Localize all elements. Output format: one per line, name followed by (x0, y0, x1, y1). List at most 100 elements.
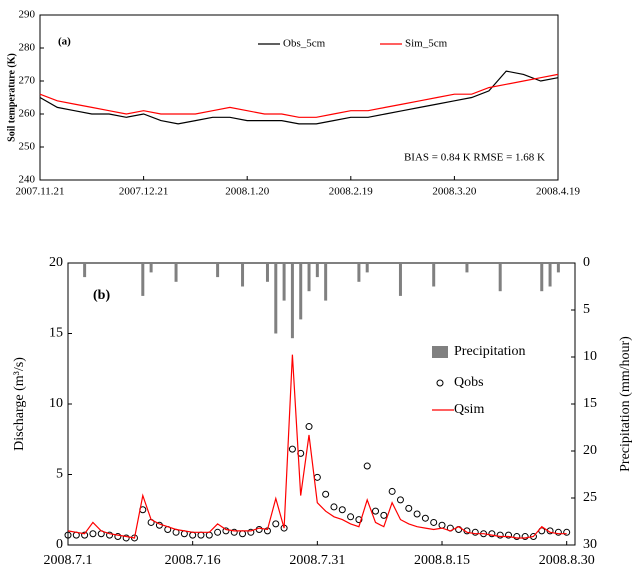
obs-point (197, 531, 205, 539)
y2-tick-label: 30 (583, 537, 597, 552)
precip-bar (141, 263, 145, 296)
obs-point (380, 511, 388, 519)
precip-bar (548, 263, 552, 287)
obs-point (388, 487, 396, 495)
obs-point (421, 514, 429, 522)
precip-bar (83, 263, 87, 278)
obs-point (521, 533, 529, 541)
series-line (39, 73, 559, 118)
annotation: (b) (93, 288, 110, 303)
obs-point (363, 462, 371, 470)
x-tick-label: 2008.7.1 (44, 553, 93, 568)
precip-bar (149, 263, 153, 273)
legend-label: Obs_5cm (283, 38, 326, 50)
legend-label: Sim_5cm (405, 38, 448, 50)
x-tick-label: 2008.2.19 (329, 186, 374, 198)
y2-tick-label: 10 (583, 349, 597, 364)
precip-bar (540, 263, 544, 292)
x-tick-label: 2008.4.19 (536, 186, 581, 198)
obs-point (64, 531, 72, 539)
precip-bar (290, 263, 294, 339)
y-tick-label: 5 (56, 467, 63, 482)
x-tick-label: 2008.7.16 (165, 553, 221, 568)
obs-point (106, 531, 114, 539)
y2-tick-label: 0 (583, 255, 590, 270)
y-tick-label: 240 (19, 174, 36, 186)
precip-bar (216, 263, 220, 278)
y-tick-label: 15 (49, 326, 63, 341)
x-tick-label: 2008.8.15 (414, 553, 470, 568)
obs-point (205, 531, 213, 539)
obs-point (89, 530, 97, 538)
y-axis-label: Discharge (m³/s) (12, 357, 27, 451)
obs-point (405, 504, 413, 512)
y-axis-label: Soil temperature (K) (6, 53, 17, 142)
x-tick-label: 2008.3.20 (432, 186, 477, 198)
legend-label: Qobs (454, 375, 484, 390)
obs-point (247, 528, 255, 536)
legend-swatch (432, 346, 448, 358)
precip-bar (282, 263, 286, 301)
precip-bar (265, 263, 269, 282)
precip-bar (465, 263, 469, 273)
x-tick-label: 2008.1.20 (225, 186, 270, 198)
obs-point (471, 528, 479, 536)
obs-point (338, 506, 346, 514)
obs-point (330, 503, 338, 511)
precip-bar (315, 263, 319, 278)
series-line (39, 70, 559, 125)
y-tick-label: 20 (49, 255, 63, 270)
obs-point (396, 496, 404, 504)
obs-point (222, 527, 230, 535)
x-tick-label: 2007.11.21 (15, 186, 64, 198)
y-tick-label: 0 (56, 537, 63, 552)
x-tick-label: 2008.8.30 (539, 553, 595, 568)
precip-bar (241, 263, 245, 287)
y-tick-label: 290 (19, 9, 36, 21)
y-tick-label: 250 (19, 141, 36, 153)
obs-point (81, 531, 89, 539)
obs-point (288, 445, 296, 453)
obs-point (430, 518, 438, 526)
precip-bar (299, 263, 303, 320)
precip-bar (556, 263, 560, 273)
x-tick-label: 2008.7.31 (289, 553, 345, 568)
precip-bar (498, 263, 502, 292)
y-tick-label: 270 (19, 75, 36, 87)
precip-bar (398, 263, 402, 296)
y2-tick-label: 5 (583, 302, 590, 317)
precip-bar (357, 263, 361, 282)
obs-point (563, 528, 571, 536)
obs-point (214, 528, 222, 536)
precip-bar (307, 263, 311, 292)
series-line (67, 354, 567, 539)
obs-point (505, 531, 513, 539)
obs-point (305, 423, 313, 431)
obs-point (438, 521, 446, 529)
obs-point (413, 510, 421, 518)
obs-point (322, 490, 330, 498)
obs-point (496, 531, 504, 539)
precip-bar (324, 263, 328, 301)
obs-point (122, 534, 130, 542)
obs-point (347, 513, 355, 521)
obs-point (189, 531, 197, 539)
precip-bar (432, 263, 436, 287)
obs-point (272, 520, 280, 528)
y-tick-label: 280 (19, 42, 36, 54)
y-tick-label: 10 (49, 396, 63, 411)
annotation: BIAS = 0.84 K RMSE = 1.68 K (404, 152, 545, 164)
legend-label: Precipitation (454, 344, 526, 359)
plot-frame (67, 262, 576, 546)
obs-point (513, 533, 521, 541)
obs-point (239, 530, 247, 538)
legend-swatch (436, 379, 444, 387)
y-tick-label: 260 (19, 108, 36, 120)
obs-point (230, 528, 238, 536)
y2-tick-label: 15 (583, 396, 597, 411)
obs-point (488, 530, 496, 538)
legend-label: Qsim (454, 402, 484, 417)
obs-point (114, 533, 122, 541)
annotation: (a) (58, 36, 71, 48)
